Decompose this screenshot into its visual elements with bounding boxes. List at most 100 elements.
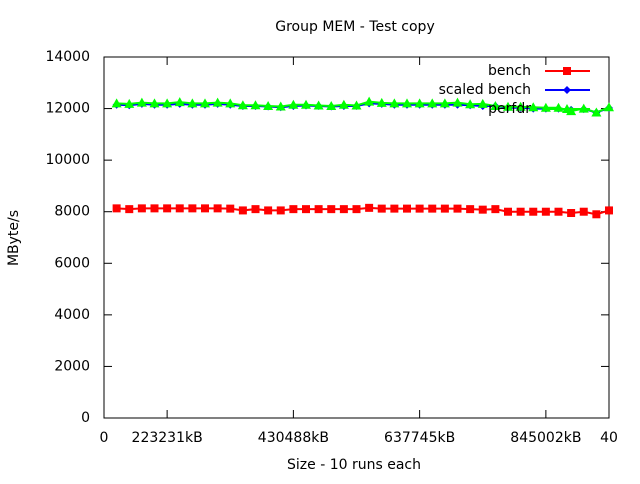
marker	[264, 206, 273, 215]
marker	[351, 100, 362, 110]
marker	[352, 205, 361, 214]
marker	[163, 204, 172, 213]
marker	[301, 99, 311, 109]
marker	[302, 205, 310, 214]
marker	[188, 204, 197, 213]
marker	[364, 96, 375, 106]
marker	[477, 98, 488, 108]
marker	[591, 107, 602, 117]
marker	[212, 97, 223, 107]
marker	[554, 207, 563, 216]
marker	[541, 207, 550, 216]
marker	[490, 100, 501, 110]
x-tick-label: 430488kB	[258, 430, 329, 446]
marker	[592, 210, 601, 219]
marker	[452, 97, 463, 107]
x-tick-label: 637745kB	[384, 430, 455, 446]
marker	[187, 98, 198, 108]
legend-label: scaled bench	[439, 82, 531, 98]
marker	[225, 98, 236, 108]
marker	[200, 98, 210, 108]
marker	[516, 207, 525, 216]
marker	[415, 204, 424, 213]
marker	[263, 100, 274, 110]
marker	[162, 98, 173, 108]
marker	[174, 97, 185, 107]
marker	[201, 204, 209, 213]
x-tick-label: 223231kB	[132, 430, 203, 446]
legend-label: bench	[488, 63, 531, 79]
marker	[313, 100, 324, 110]
y-tick-label: 8000	[54, 204, 90, 220]
marker	[465, 99, 476, 109]
x-tick-label: 40	[600, 430, 618, 446]
y-tick-label: 0	[81, 410, 90, 426]
marker	[289, 205, 298, 214]
marker	[453, 204, 462, 213]
chart-title: Group MEM - Test copy	[275, 19, 434, 35]
marker	[149, 98, 160, 108]
marker	[339, 205, 348, 214]
marker	[515, 101, 526, 111]
marker	[251, 205, 260, 214]
marker	[275, 101, 286, 111]
marker	[528, 102, 539, 112]
series-line	[116, 100, 610, 114]
y-tick-label: 6000	[54, 255, 90, 271]
series-line	[116, 102, 610, 114]
legend-marker	[563, 86, 571, 94]
marker	[326, 100, 337, 110]
x-tick-label: 845002kB	[510, 430, 581, 446]
marker	[213, 204, 222, 213]
marker	[529, 207, 538, 216]
y-tick-label: 14000	[45, 49, 90, 65]
marker	[288, 99, 299, 109]
legend-marker	[562, 104, 572, 113]
marker	[504, 207, 512, 216]
marker	[439, 98, 450, 108]
marker	[390, 204, 399, 213]
marker	[111, 98, 122, 108]
y-tick-label: 10000	[45, 152, 90, 168]
marker	[237, 100, 248, 110]
marker	[440, 204, 449, 213]
marker	[567, 209, 576, 218]
marker	[365, 203, 374, 212]
y-tick-label: 4000	[54, 307, 90, 323]
marker	[427, 98, 438, 108]
series-line	[116, 206, 610, 216]
marker	[150, 204, 159, 213]
marker	[238, 206, 247, 215]
marker	[136, 97, 147, 107]
marker	[125, 205, 134, 214]
marker	[137, 204, 146, 213]
marker	[491, 205, 500, 214]
marker	[478, 205, 487, 214]
marker	[428, 204, 437, 213]
marker	[112, 204, 121, 213]
marker	[327, 205, 336, 214]
legend-label: perfdr	[488, 101, 531, 117]
marker	[314, 205, 323, 214]
marker	[579, 207, 588, 216]
marker	[377, 204, 386, 213]
marker	[226, 204, 235, 213]
marker	[338, 99, 349, 109]
marker	[402, 98, 412, 108]
x-tick-label: 0	[100, 430, 109, 446]
marker	[389, 98, 400, 108]
y-tick-label: 2000	[54, 358, 90, 374]
marker	[376, 97, 387, 107]
legend-marker	[563, 67, 571, 75]
marker	[503, 101, 513, 111]
marker	[250, 100, 261, 110]
marker	[605, 206, 613, 215]
marker	[276, 206, 285, 215]
marker	[175, 204, 184, 213]
marker	[604, 102, 614, 112]
y-tick-label: 12000	[45, 101, 90, 117]
plot-border	[103, 56, 610, 419]
y-axis-label: MByte/s	[6, 210, 22, 266]
